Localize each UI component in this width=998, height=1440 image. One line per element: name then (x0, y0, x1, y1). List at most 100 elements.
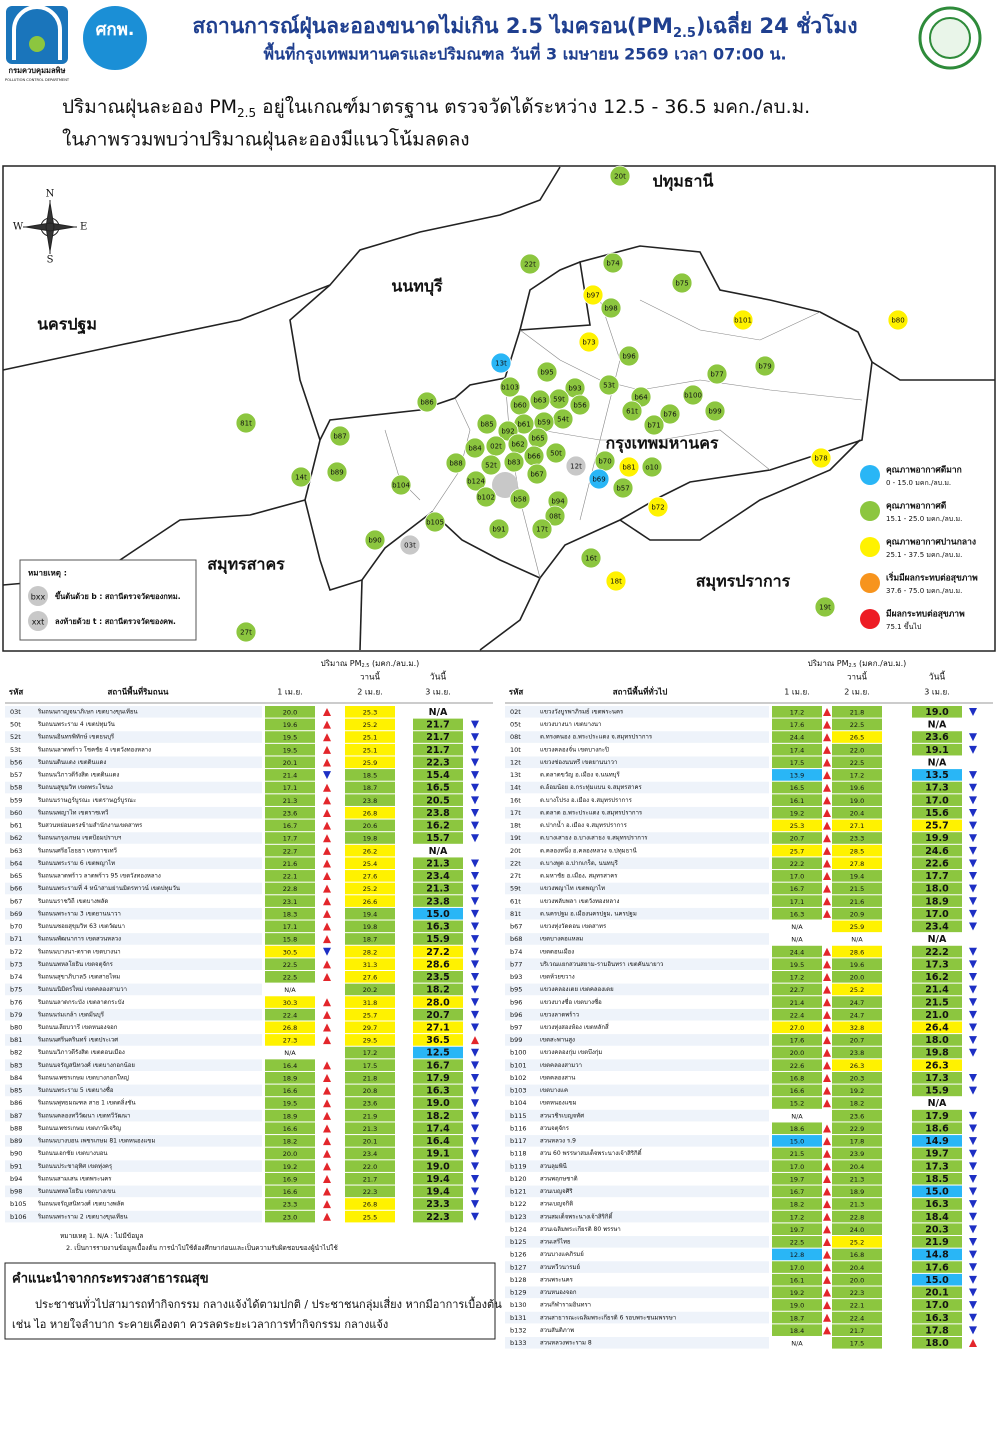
value-cell (912, 1324, 962, 1336)
trend-down (969, 872, 977, 881)
value-cell (832, 1223, 882, 1236)
value-cell (413, 1135, 463, 1147)
today-value: 17.9 (426, 1073, 449, 1084)
value: 19.8 (363, 923, 377, 931)
trend-up (323, 1124, 331, 1133)
station-code: 22t (510, 859, 521, 867)
station-code: b61 (10, 822, 22, 830)
station-label: b63 (533, 397, 546, 405)
trend-up (823, 745, 831, 754)
trend-up (823, 909, 831, 918)
station-marker (659, 403, 681, 425)
station-code: b122 (510, 1200, 527, 1208)
station-label: 19t (819, 604, 831, 612)
value-cell (832, 794, 882, 806)
value: 23.1 (283, 898, 297, 906)
trend-up (823, 1061, 831, 1070)
value: 21.3 (363, 1125, 377, 1133)
row-band (505, 971, 769, 983)
station-label: b78 (814, 455, 827, 463)
trend-down (471, 1124, 479, 1133)
row-band (505, 1286, 769, 1299)
note-t-icon-text: xxt (32, 618, 45, 627)
value: 19.4 (363, 910, 377, 918)
station-code: 52t (10, 733, 21, 741)
note-box (19, 559, 197, 641)
row-band (505, 958, 769, 970)
station-code: b76 (10, 998, 22, 1006)
station-name: ริมถนนร่มเกล้า เขตมีนบุรี (37, 1010, 105, 1018)
station-name: สวนเฉลิมพระเกียรติ 80 พรรษา (540, 1225, 621, 1233)
value: 17.2 (363, 1049, 377, 1057)
value-cell (772, 1210, 822, 1223)
value: 16.3 (790, 910, 804, 918)
station-name: สวนพระนคร (540, 1276, 574, 1283)
value: 20.8 (363, 1087, 377, 1095)
trend-up (823, 1048, 831, 1057)
value: 27.8 (850, 860, 864, 868)
value: 22.8 (283, 885, 297, 893)
station-code: b74 (10, 973, 22, 981)
province-label: สมุทรสาคร (207, 555, 285, 575)
value-cell (832, 731, 882, 743)
trend-down (969, 1263, 977, 1272)
station-label: b66 (527, 453, 541, 461)
trend-up (323, 1111, 331, 1120)
value: 19.6 (283, 721, 297, 729)
station-marker (887, 309, 909, 331)
value: N/A (791, 923, 803, 931)
value-cell (345, 1210, 395, 1223)
row-band (5, 1185, 262, 1198)
trend-up (823, 1263, 831, 1272)
trend-up (323, 1162, 331, 1171)
station-name: ริมถนนลาดพร้าว โชคชัย 4 เขตวังทองหลาง (37, 745, 151, 753)
station-name: แขวงลาดพร้าว (540, 1011, 579, 1018)
title-sub: 2.5 (673, 26, 696, 41)
trend-up (823, 1288, 831, 1297)
station-marker (390, 474, 412, 496)
value: 17.1 (283, 923, 297, 931)
value: N/A (851, 936, 863, 944)
today-value: 17.3 (925, 1073, 948, 1084)
station-code: b79 (10, 1011, 22, 1019)
station-code: b82 (10, 1049, 22, 1057)
value-cell (265, 1185, 315, 1198)
value-cell (413, 756, 463, 769)
south-west-boundary (359, 579, 363, 651)
station-name: ต.บางโปรง อ.เมือง จ.สมุทรปราการ (540, 796, 633, 804)
trend-up (823, 985, 831, 994)
value: 31.3 (363, 961, 377, 969)
value-cell (912, 1248, 962, 1261)
value-cell (413, 794, 463, 806)
today-value: 23.5 (426, 972, 449, 983)
station-code: b56 (10, 758, 22, 766)
value-cell (912, 1172, 962, 1185)
row-band (505, 1084, 769, 1097)
today-value: N/A (928, 1098, 947, 1109)
station-label: b80 (891, 317, 904, 325)
value-cell (912, 1210, 962, 1223)
station-label: 59t (553, 396, 565, 404)
trend-down (969, 1200, 977, 1209)
value-cell (413, 832, 463, 844)
row-band (505, 1236, 769, 1248)
today-label: วันนี้ (929, 671, 946, 683)
station-name: ริมถนนจรัญสนิทวงศ์ เขตบางพลัด (37, 1200, 124, 1208)
value: 26.3 (850, 1062, 864, 1070)
east-boundary (871, 361, 995, 381)
trend-up (323, 783, 331, 792)
today-value: 17.3 (925, 959, 948, 970)
station-code: b120 (510, 1175, 527, 1183)
value-cell (912, 907, 962, 920)
station-label: b70 (598, 458, 611, 466)
value-cell (413, 1008, 463, 1021)
station-label: 81t (240, 420, 252, 428)
value: 29.7 (363, 1024, 377, 1032)
trend-down (969, 1149, 977, 1158)
row-band (5, 819, 262, 832)
value: 17.6 (790, 1037, 804, 1045)
station-code: b94 (10, 1175, 22, 1183)
value-cell (912, 806, 962, 819)
legend-range: 37.6 - 75.0 มคก./ลบ.ม. (886, 587, 962, 595)
value: 12.8 (790, 1251, 804, 1259)
